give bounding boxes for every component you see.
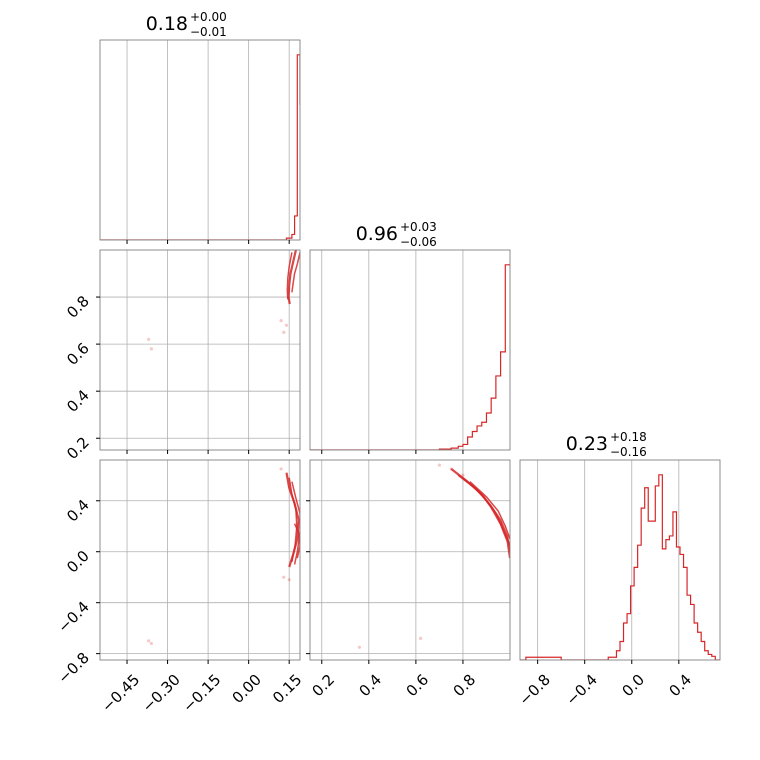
y-tick-label: 0.2	[63, 433, 93, 463]
x-tick-label: 0.0	[618, 671, 648, 701]
panel-frame	[519, 459, 721, 661]
panel-background	[100, 250, 300, 450]
y-tick-label: 0.6	[63, 339, 93, 369]
scatter-point	[149, 347, 153, 351]
panel-title-upper-error: +0.18	[610, 430, 647, 444]
y-tick-label: −0.4	[54, 598, 92, 636]
x-tick-label: 0.8	[450, 671, 480, 701]
panel-title-value: 0.96	[356, 223, 398, 245]
x-tick-label: 0.4	[356, 671, 386, 701]
contour-line	[469, 481, 510, 540]
contour-line	[286, 252, 293, 300]
y-tick-label: 0.4	[63, 386, 93, 416]
scatter-point	[284, 323, 289, 327]
x-tick-label: −0.15	[179, 671, 224, 716]
panel-title-upper-error: +0.03	[400, 220, 437, 234]
x-tick-label: −0.8	[515, 671, 553, 709]
panel-content	[520, 474, 720, 660]
panel-frame	[309, 249, 511, 451]
panel-contour-param-1-vs-3	[96, 459, 301, 664]
panel-hist-param-1: 0.18 +0.00−0.01	[99, 10, 301, 244]
panel-background	[100, 460, 300, 660]
scatter-point	[357, 645, 362, 649]
x-tick-label: 0.6	[403, 671, 433, 701]
panel-content	[310, 264, 510, 450]
panel-title-value: 0.23	[566, 433, 608, 455]
scatter-point	[149, 641, 153, 646]
y-tick-label: −0.8	[54, 649, 92, 687]
contour-line	[291, 481, 300, 565]
scatter-point	[282, 330, 286, 334]
panel-title-lower-error: −0.16	[610, 445, 647, 459]
panel-content	[100, 54, 300, 240]
panel-background	[310, 460, 510, 660]
histogram-step-line	[310, 264, 510, 450]
x-tick-label: −0.45	[98, 671, 143, 716]
panel-frame	[99, 249, 301, 451]
contour-line	[288, 477, 298, 563]
panel-content	[357, 463, 510, 649]
x-tick-label: 0.15	[269, 671, 305, 707]
y-tick-label: 0.4	[63, 496, 93, 526]
histogram-step-line	[520, 474, 720, 660]
panel-title-value: 0.18	[146, 13, 188, 35]
x-tick-label: −0.4	[563, 671, 601, 709]
x-tick-label: −0.30	[139, 671, 184, 716]
panel-frame	[99, 459, 301, 661]
x-tick-label: 0.4	[666, 671, 696, 701]
panel-background	[520, 460, 720, 660]
scatter-point	[279, 318, 283, 323]
panel-title-upper-error: +0.00	[190, 10, 227, 24]
contour-line	[293, 523, 300, 559]
scatter-point	[418, 636, 423, 640]
scatter-point	[147, 639, 151, 643]
scatter-point	[437, 463, 442, 467]
scatter-point	[282, 575, 286, 579]
contour-line	[291, 252, 300, 293]
x-tick-label: 0.00	[229, 671, 265, 707]
panel-contour-param-1-vs-2	[96, 249, 301, 454]
scatter-point	[279, 467, 283, 471]
contour-line	[462, 477, 510, 552]
panel-hist-param-3: 0.23 +0.18−0.16	[519, 430, 721, 664]
y-tick-label: 0.8	[63, 292, 93, 322]
histogram-step-line	[100, 54, 300, 240]
panel-background	[100, 40, 300, 240]
panel-content	[147, 467, 300, 646]
panel-title-lower-error: −0.06	[400, 235, 437, 249]
contour-line	[287, 250, 297, 305]
scatter-point	[147, 337, 151, 342]
panel-contour-param-2-vs-3	[306, 459, 511, 664]
x-tick-label: 0.2	[308, 671, 338, 701]
panel-title-lower-error: −0.01	[190, 25, 227, 39]
panel-content	[147, 250, 300, 351]
scatter-point	[287, 578, 291, 582]
panel-frame	[309, 459, 511, 661]
panel-frame	[99, 39, 301, 241]
y-tick-label: 0.0	[63, 547, 93, 577]
panel-hist-param-2: 0.96 +0.03−0.06	[309, 220, 511, 454]
panel-background	[310, 250, 510, 450]
